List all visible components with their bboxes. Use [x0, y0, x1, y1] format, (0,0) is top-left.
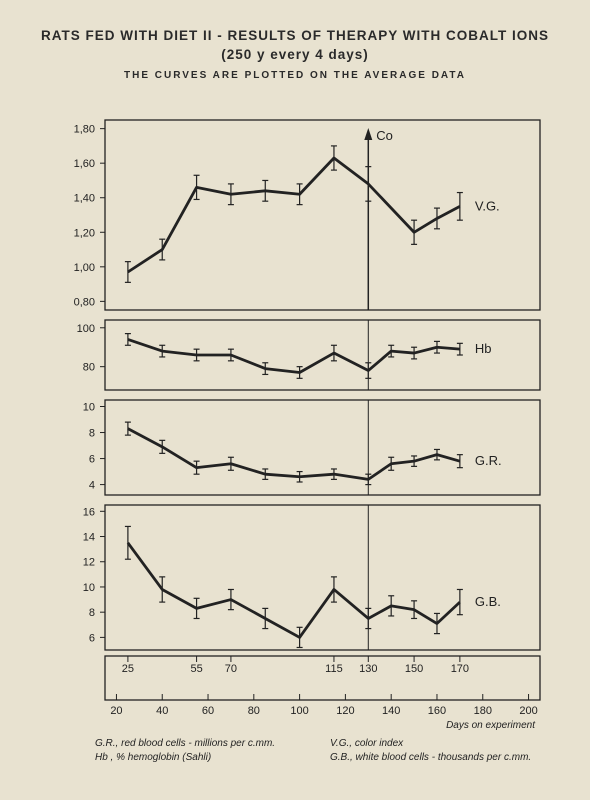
ytick-label: 0,80 [74, 296, 95, 308]
xtick-minor-label: 25 [122, 663, 134, 675]
xtick-label: 120 [336, 705, 354, 717]
ytick-label: 1,40 [74, 193, 95, 205]
xtick-minor-label: 170 [451, 663, 469, 675]
ytick-label: 16 [83, 506, 95, 518]
curve-vg [128, 158, 460, 272]
xtick-minor-label: 55 [190, 663, 202, 675]
ytick-label: 8 [89, 607, 95, 619]
series-label-gr: G.R. [475, 453, 502, 468]
xtick-label: 180 [474, 705, 492, 717]
ytick-label: 6 [89, 454, 95, 466]
xtick-minor-label: 70 [225, 663, 237, 675]
x-axis-label: Days on experiment [446, 720, 536, 731]
xtick-minor-label: 115 [325, 663, 343, 675]
ytick-label: 80 [83, 362, 95, 374]
ytick-label: 10 [83, 582, 95, 594]
legend-vg: V.G., color index [330, 738, 403, 749]
ytick-label: 8 [89, 428, 95, 440]
ytick-label: 1,60 [74, 158, 95, 170]
panel-gr [105, 400, 540, 495]
ytick-label: 4 [89, 480, 95, 492]
legend-gb: G.B., white blood cells - thousands per … [330, 752, 531, 763]
xtick-label: 200 [519, 705, 537, 717]
curve-gb [128, 543, 460, 638]
legend-hb: Hb , % hemoglobin (Sahli) [95, 752, 211, 763]
series-label-gb: G.B. [475, 594, 501, 609]
xtick-minor-label: 150 [405, 663, 423, 675]
ytick-label: 12 [83, 557, 95, 569]
xtick-label: 100 [290, 705, 308, 717]
chart: 0,80 1,00 1,20 1,40 1,60 1,80 V.G. Co 80 100 Hb 4 6 8… [0, 0, 590, 800]
x-axis-box [105, 656, 540, 700]
ytick-label: 1,20 [74, 227, 95, 239]
ytick-label: 1,80 [74, 124, 95, 136]
xtick-minor-label: 130 [359, 663, 377, 675]
xtick-label: 40 [156, 705, 168, 717]
ytick-label: 6 [89, 632, 95, 644]
ytick-label: 100 [77, 323, 95, 335]
panel-vg [105, 120, 540, 310]
xtick-label: 20 [110, 705, 122, 717]
series-label-vg: V.G. [475, 198, 500, 213]
xtick-label: 60 [202, 705, 214, 717]
co-arrowhead-icon [364, 128, 372, 140]
xtick-label: 140 [382, 705, 400, 717]
ytick-label: 14 [83, 532, 95, 544]
ytick-label: 10 [83, 402, 95, 414]
co-label: Co [376, 128, 393, 143]
xtick-label: 160 [428, 705, 446, 717]
curve-hb [128, 339, 460, 372]
ytick-label: 1,00 [74, 262, 95, 274]
xtick-label: 80 [248, 705, 260, 717]
panel-gb [105, 505, 540, 650]
legend-gr: G.R., red blood cells - millions per c.m… [95, 738, 275, 749]
curve-gr [128, 429, 460, 480]
series-label-hb: Hb [475, 341, 492, 356]
